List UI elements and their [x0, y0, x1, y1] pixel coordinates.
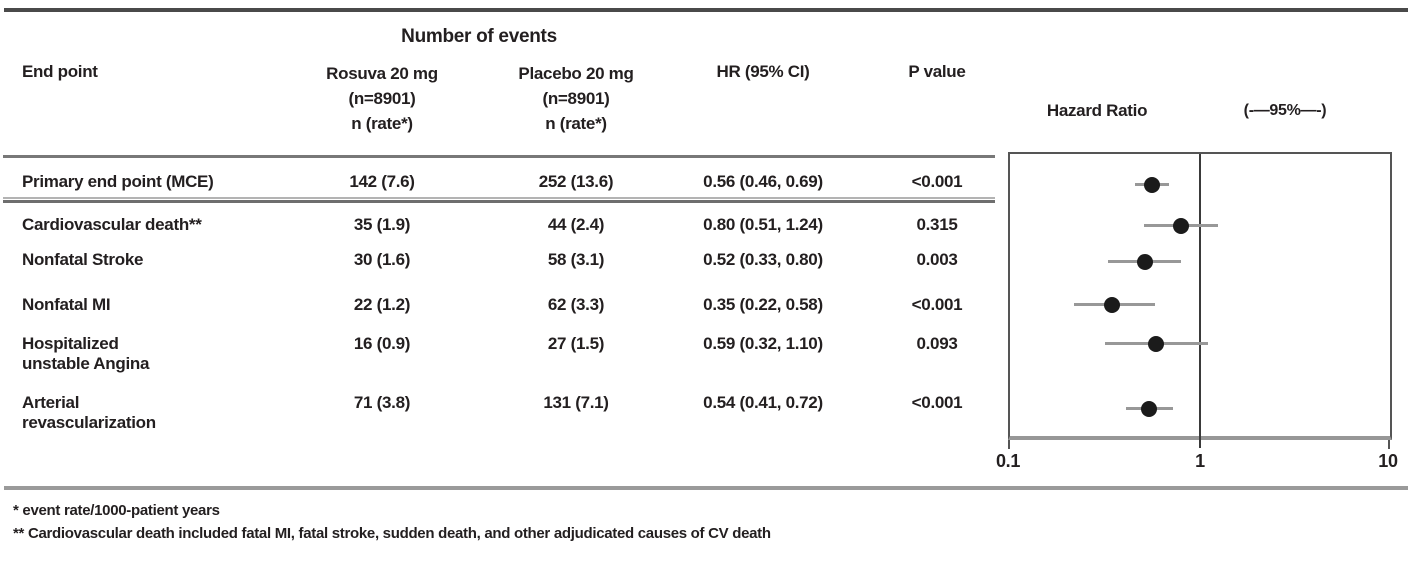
p-value: 0.315: [916, 215, 958, 234]
endpoint-label: Primary end point (MCE): [22, 172, 214, 191]
placebo-value: 62 (3.3): [547, 295, 605, 314]
placebo-value: 58 (3.1): [547, 250, 605, 269]
placebo-value: 44 (2.4): [547, 215, 605, 234]
hr-point-marker: [1143, 177, 1160, 193]
column-header-placebo-line3: n (rate*): [545, 114, 607, 133]
rosuva-value: 16 (0.9): [353, 334, 411, 353]
axis-tick-10: [1388, 440, 1390, 449]
placebo-value: 131 (7.1): [543, 393, 609, 412]
p-value: 0.003: [916, 250, 958, 269]
rosuva-value: 35 (1.9): [353, 215, 411, 234]
axis-tick-01: [1008, 440, 1010, 449]
table-header-rule: [3, 155, 995, 158]
p-value: <0.001: [911, 172, 963, 191]
column-header-rosuva-line3: n (rate*): [351, 114, 413, 133]
hr-ci-value: 0.59 (0.32, 1.10): [703, 334, 823, 353]
column-header-hr: HR (95% CI): [716, 62, 810, 81]
hr-ci-value: 0.80 (0.51, 1.24): [703, 215, 823, 234]
endpoint-label: Arterial revascularization: [22, 393, 156, 432]
reference-line-hr1: [1199, 154, 1201, 448]
column-header-pvalue: P value: [908, 62, 966, 81]
column-header-rosuva-line2: (n=8901): [348, 89, 416, 108]
placebo-value: 252 (13.6): [538, 172, 614, 191]
primary-row-separator-light: [3, 197, 995, 199]
axis-label-1: 1: [1195, 451, 1205, 471]
p-value: <0.001: [911, 295, 963, 314]
column-header-rosuva: Rosuva 20 mg (n=8901) n (rate*): [302, 61, 462, 136]
rosuva-value: 30 (1.6): [353, 250, 411, 269]
footer-rule: [4, 486, 1408, 490]
hr-ci-value: 0.56 (0.46, 0.69): [703, 172, 823, 191]
primary-row-separator-dark: [3, 200, 995, 203]
hr-point-marker: [1140, 401, 1157, 417]
endpoint-label: Nonfatal Stroke: [22, 250, 144, 269]
endpoint-label: Cardiovascular death**: [22, 215, 202, 234]
hr-ci-value: 0.35 (0.22, 0.58): [703, 295, 823, 314]
p-value: 0.093: [916, 334, 958, 353]
column-header-rosuva-line1: Rosuva 20 mg: [326, 64, 438, 83]
footnote-1: * event rate/1000-patient years: [13, 502, 220, 519]
endpoint-label: Nonfatal MI: [22, 295, 111, 314]
rosuva-value: 71 (3.8): [353, 393, 411, 412]
footnote-2: ** Cardiovascular death included fatal M…: [13, 525, 771, 542]
placebo-value: 27 (1.5): [547, 334, 605, 353]
rosuva-value: 142 (7.6): [349, 172, 415, 191]
p-value: <0.001: [911, 393, 963, 412]
hr-ci-value: 0.54 (0.41, 0.72): [703, 393, 823, 412]
hr-point-marker: [1173, 218, 1190, 234]
hr-point-marker: [1137, 254, 1154, 270]
top-rule: [4, 8, 1408, 12]
column-header-placebo-line2: (n=8901): [542, 89, 610, 108]
column-header-endpoint: End point: [22, 62, 98, 81]
hr-point-marker: [1148, 336, 1164, 352]
axis-label-10: 10: [1378, 451, 1398, 471]
rosuva-value: 22 (1.2): [353, 295, 411, 314]
plot-ci-annotation: (-—95%—-): [1243, 102, 1327, 119]
plot-title: Hazard Ratio: [1046, 101, 1148, 120]
column-group-header: Number of events: [401, 26, 557, 47]
hr-point-marker: [1104, 297, 1121, 313]
column-header-placebo: Placebo 20 mg (n=8901) n (rate*): [496, 61, 656, 136]
hr-ci-value: 0.52 (0.33, 0.80): [703, 250, 823, 269]
axis-label-01: 0.1: [995, 451, 1021, 471]
column-header-placebo-line1: Placebo 20 mg: [518, 64, 634, 83]
endpoint-label: Hospitalized unstable Angina: [22, 334, 150, 373]
